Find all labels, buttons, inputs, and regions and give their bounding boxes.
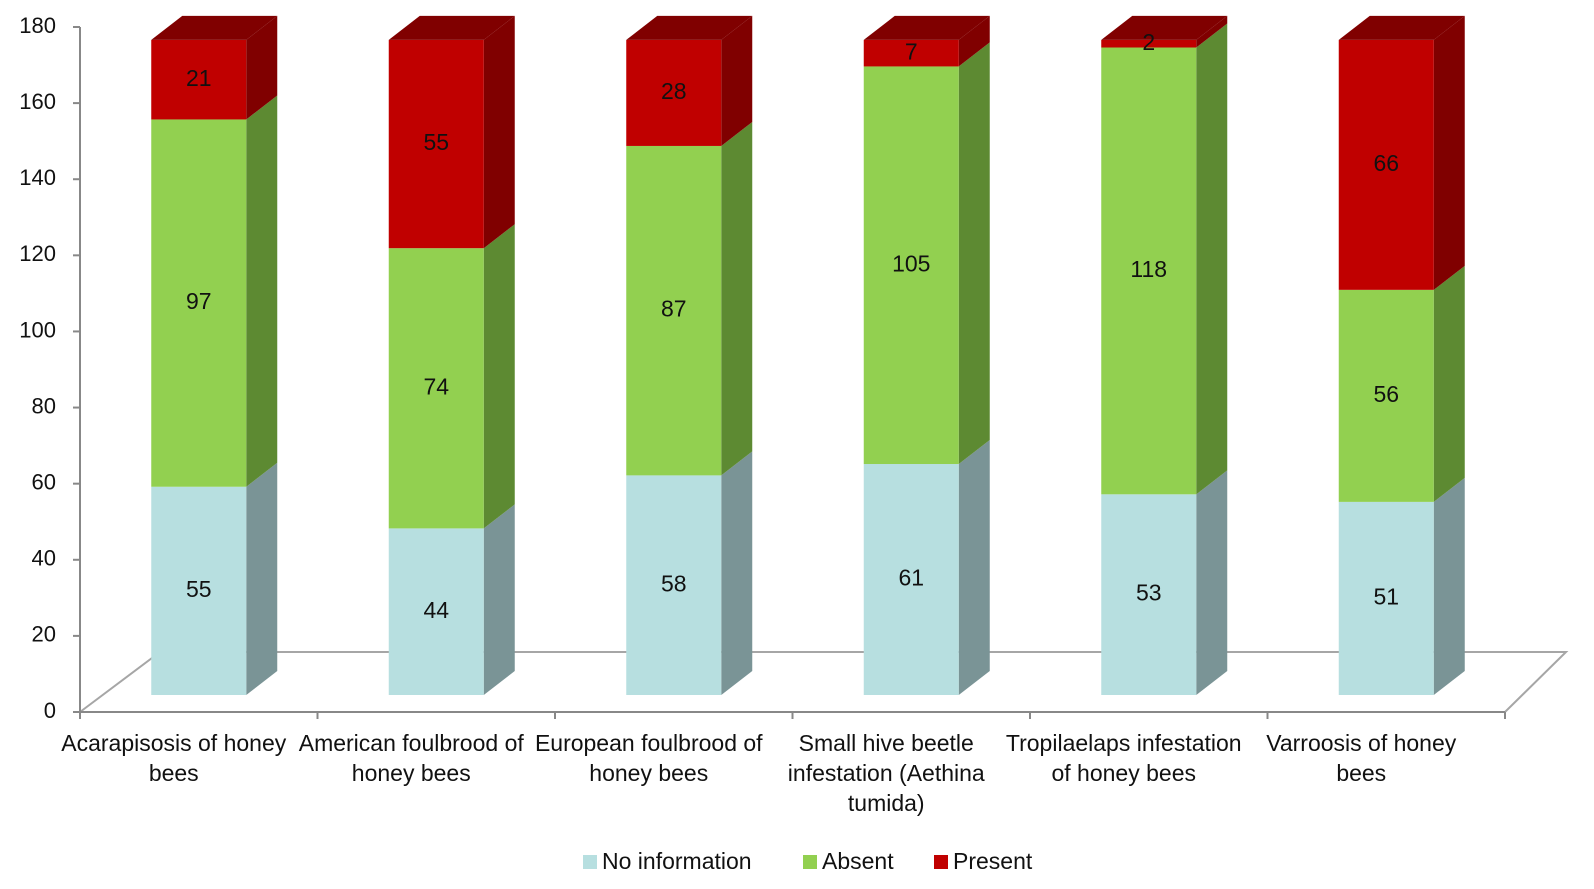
bar-side (483, 504, 515, 695)
bar-side (483, 15, 515, 249)
bar (1338, 39, 1434, 290)
bar-side (721, 15, 753, 146)
bar (388, 39, 484, 249)
bar-top (626, 15, 753, 40)
bar (1338, 501, 1434, 695)
bar-side (483, 224, 515, 529)
data-label: 66 (1373, 150, 1399, 176)
y-tick-label: 140 (19, 165, 56, 190)
legend-swatch (934, 855, 948, 869)
bar-side (1196, 23, 1228, 495)
bar-side (958, 15, 990, 67)
bar-side (246, 462, 278, 695)
bar (388, 248, 484, 529)
data-label: 97 (186, 288, 212, 314)
bar (626, 145, 722, 476)
legend-swatch (803, 855, 817, 869)
data-label: 7 (905, 38, 918, 64)
y-tick-label: 40 (32, 546, 56, 571)
data-label: 105 (892, 250, 930, 276)
bar (863, 39, 959, 67)
bar-top (863, 15, 990, 40)
bar (151, 486, 247, 695)
bar-top (388, 15, 515, 40)
bar (1101, 494, 1197, 695)
data-label: 55 (186, 576, 212, 602)
data-label: 2 (1142, 29, 1155, 55)
bar-side (721, 451, 753, 695)
legend-label: Present (953, 848, 1033, 874)
bar-top (1338, 15, 1465, 40)
bar-side (1196, 15, 1228, 48)
x-tick-label: Varroosis of honey bees (1266, 730, 1457, 786)
y-tick-label: 0 (44, 698, 56, 723)
data-label: 74 (423, 373, 449, 399)
x-tick-label: Acarapisosis of honey bees (61, 730, 287, 786)
bar (1338, 289, 1434, 502)
bar-side (1196, 470, 1228, 695)
bar-side (721, 121, 753, 476)
x-tick-label: American foulbrood of honey bees (298, 730, 524, 786)
bar-side (958, 440, 990, 695)
bar (1101, 39, 1197, 48)
bar-side (246, 15, 278, 120)
bar (626, 475, 722, 695)
y-tick-label: 60 (32, 469, 56, 494)
data-label: 53 (1136, 580, 1162, 606)
y-tick-label: 120 (19, 241, 56, 266)
x-tick-label: European foulbrood of honey bees (534, 730, 763, 786)
bar-side (1433, 477, 1465, 695)
bar-top (151, 15, 278, 40)
bar (151, 119, 247, 487)
bar (863, 464, 959, 695)
bar (388, 528, 484, 695)
data-label: 118 (1130, 256, 1167, 282)
bar (863, 66, 959, 465)
data-label: 28 (661, 78, 687, 104)
data-label: 61 (898, 565, 924, 591)
legend-label: No information (602, 848, 752, 874)
x-tick-label: Tropilaelaps infestation of honey bees (1005, 730, 1242, 786)
x-tick-label: Small hive beetle infestation (Aethina t… (787, 730, 985, 816)
y-tick-label: 180 (19, 13, 56, 38)
data-label: 58 (661, 570, 687, 596)
y-tick-label: 20 (32, 622, 56, 647)
y-tick-label: 160 (19, 89, 56, 114)
bar (626, 39, 722, 146)
data-label: 21 (186, 65, 212, 91)
legend-label: Absent (822, 848, 894, 874)
y-tick-label: 80 (32, 393, 56, 418)
data-label: 87 (661, 296, 687, 322)
y-tick-label: 100 (19, 317, 56, 342)
data-label: 55 (423, 129, 449, 155)
data-label: 51 (1373, 584, 1399, 610)
bar (151, 39, 247, 120)
data-label: 56 (1373, 381, 1399, 407)
data-label: 44 (423, 597, 449, 623)
bar-top (1101, 15, 1228, 40)
bar-side (1433, 265, 1465, 502)
bar (1101, 47, 1197, 495)
bar-side (246, 95, 278, 487)
bar-side (1433, 15, 1465, 290)
legend-swatch (583, 855, 597, 869)
bar-side (958, 42, 990, 465)
